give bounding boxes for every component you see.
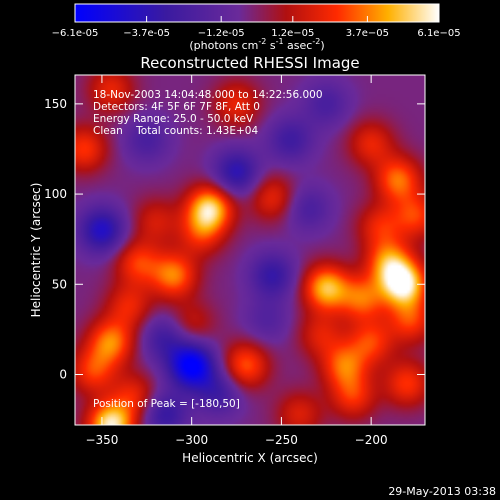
- heatmap-image: [75, 75, 425, 425]
- colorbar-tick-label: −3.7e-05: [123, 28, 170, 39]
- y-tick-label: 0: [59, 367, 67, 381]
- x-tick-label: −200: [355, 433, 388, 447]
- x-tick-label: −250: [265, 433, 298, 447]
- colorbar-tick-label: 3.7e−05: [346, 28, 389, 39]
- colorbar-ticks: −6.1e-05 −3.7e-05 −1.2e-05 1.2e−05 3.7e−05 6.…: [52, 16, 461, 39]
- peak-position-label: Position of Peak = [-180,50]: [93, 398, 240, 410]
- y-tick-label: 50: [52, 277, 67, 291]
- info-line-detectors: Detectors: 4F 5F 6F 7F 8F, Att 0: [93, 101, 260, 113]
- x-axis-label: Heliocentric X (arcsec): [182, 451, 318, 465]
- y-axis-label: Heliocentric Y (arcsec): [29, 183, 43, 318]
- colorbar-tick-label: −1.2e-05: [198, 28, 245, 39]
- info-annotation: 18-Nov-2003 14:04:48.000 to 14:22:56.000…: [93, 89, 323, 137]
- info-line-clean: Clean Total counts: 1.43E+04: [93, 125, 258, 137]
- colorbar: [74, 3, 440, 23]
- y-tick-label: 100: [44, 187, 67, 201]
- colorbar-tick-label: −6.1e-05: [52, 28, 99, 39]
- x-tick-label: −350: [85, 433, 118, 447]
- plot-frame: [74, 74, 426, 426]
- chart-title: Reconstructed RHESSI Image: [140, 54, 359, 72]
- y-tick-label: 150: [44, 97, 67, 111]
- y-axis-ticks: 0 50 100 150: [44, 97, 425, 381]
- colorbar-unit-label: (photons cm-2 s-1 asec-2): [189, 37, 324, 52]
- colorbar-tick-label: 6.1e−05: [417, 28, 460, 39]
- x-tick-label: −300: [175, 433, 208, 447]
- footer-date: 29-May-2013 03:38: [388, 485, 496, 498]
- info-line-time: 18-Nov-2003 14:04:48.000 to 14:22:56.000: [93, 89, 323, 101]
- x-axis-ticks: −350 −300 −250 −200: [85, 75, 388, 447]
- colorbar-tick-label: 1.2e−05: [271, 28, 314, 39]
- info-line-energy: Energy Range: 25.0 - 50.0 keV: [93, 113, 254, 125]
